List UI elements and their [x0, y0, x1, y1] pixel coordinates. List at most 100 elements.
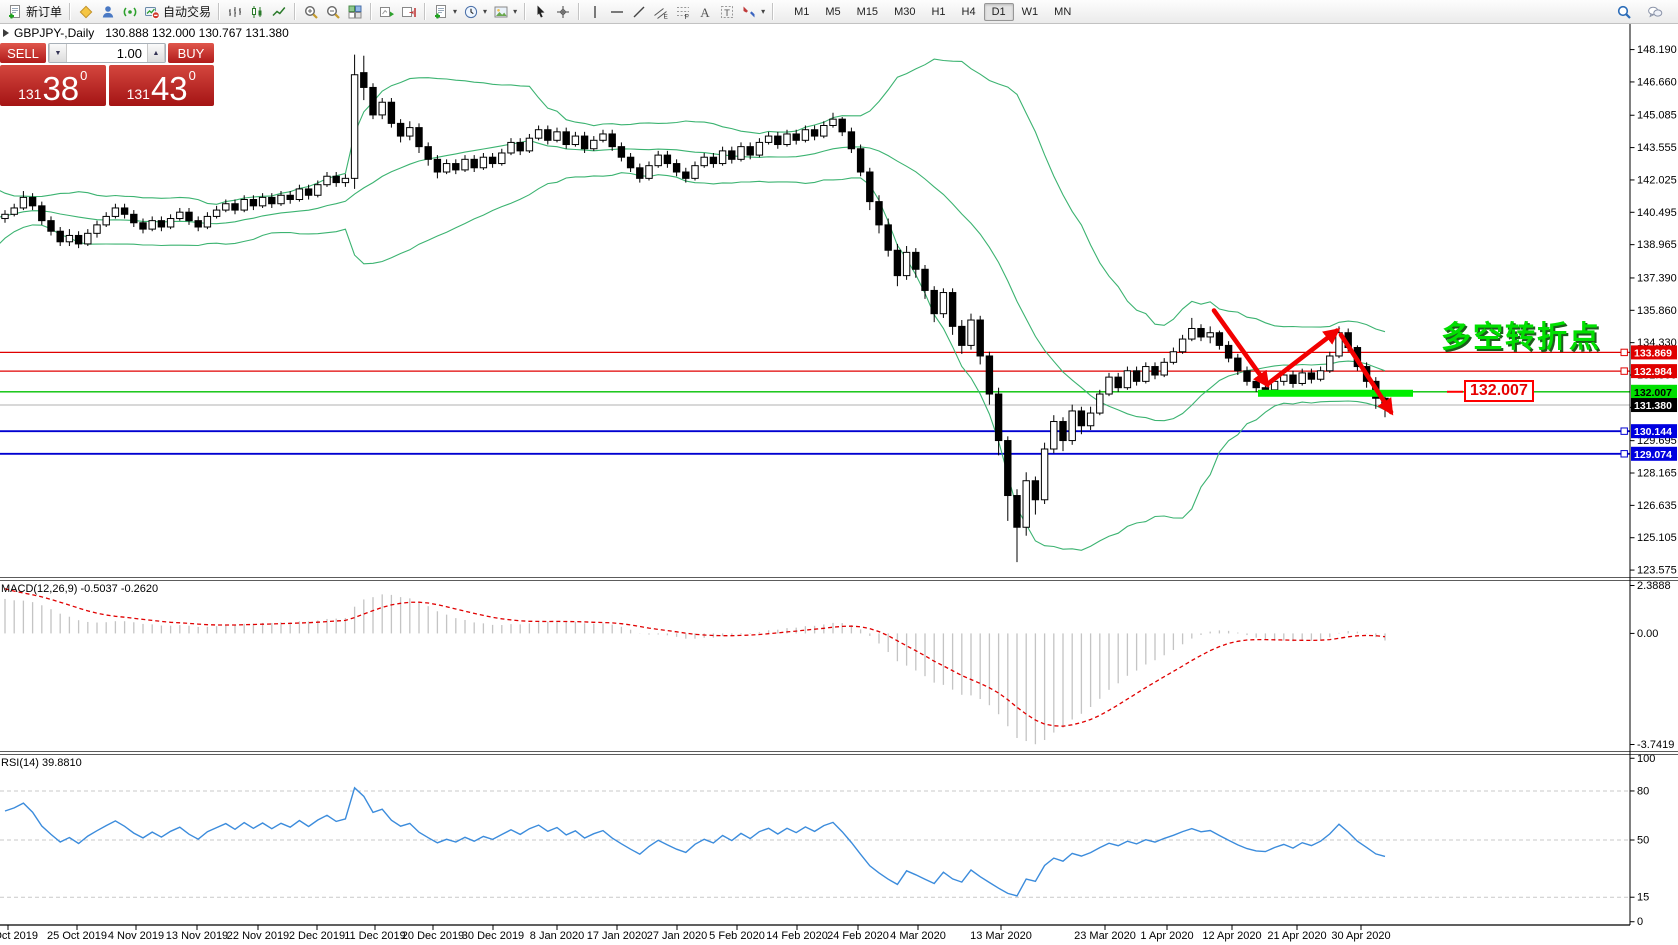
vline-button[interactable] — [584, 3, 606, 21]
candles — [1, 54, 1389, 563]
macd-label: MACD(12,26,9) -0.5037 -0.2620 — [1, 583, 158, 595]
svg-text:140.495: 140.495 — [1637, 207, 1677, 219]
chevron-down-icon: ▾ — [483, 6, 488, 16]
chart-symbol: GBPJPY-,Daily — [14, 26, 95, 40]
timeframe-h4[interactable]: H4 — [961, 5, 976, 18]
turning-point-annotation[interactable]: 多空转折点 — [1441, 321, 1601, 354]
timeframe-d1[interactable]: D1 — [983, 2, 1014, 21]
chat-icon — [1647, 4, 1663, 20]
svg-text:126.635: 126.635 — [1637, 500, 1677, 512]
chart-ohlc-values: 130.888 132.000 130.767 131.380 — [105, 26, 289, 40]
toolbar-separator — [294, 3, 297, 20]
svg-text:15: 15 — [1637, 892, 1649, 904]
tile-windows-button[interactable] — [344, 3, 366, 21]
svg-text:30 Apr 2020: 30 Apr 2020 — [1331, 930, 1390, 942]
svg-text:129.074: 129.074 — [1634, 449, 1672, 461]
svg-text:2 Dec 2019: 2 Dec 2019 — [289, 930, 345, 942]
volume-up-button[interactable]: ▲ — [147, 44, 165, 62]
line-chart-button[interactable] — [268, 3, 290, 21]
svg-text:17 Jan 2020: 17 Jan 2020 — [587, 930, 648, 942]
shapes-button[interactable]: ▾ — [738, 3, 768, 21]
crosshair-button[interactable] — [552, 3, 574, 21]
profiles-button[interactable]: ▾ — [460, 3, 490, 21]
rsi-label: RSI(14) 39.8810 — [1, 757, 82, 769]
svg-text:14 Feb 2020: 14 Feb 2020 — [766, 930, 828, 942]
cursor-button[interactable] — [530, 3, 552, 21]
toolbar-separator — [69, 3, 72, 20]
timeframe-w1[interactable]: W1 — [1021, 5, 1039, 18]
signals-button[interactable] — [119, 3, 141, 21]
toolbar-separator — [424, 3, 427, 20]
channel-button[interactable]: E — [650, 3, 672, 21]
zoom-out-button[interactable] — [322, 3, 344, 21]
channel-icon: E — [653, 4, 669, 20]
auto-scroll-button[interactable] — [376, 3, 398, 21]
support-zone-bar[interactable] — [1258, 389, 1413, 397]
svg-text:4 Mar 2020: 4 Mar 2020 — [890, 930, 946, 942]
svg-text:22 Nov 2019: 22 Nov 2019 — [227, 930, 289, 942]
red-arrow[interactable] — [1264, 328, 1341, 387]
svg-text:27 Jan 2020: 27 Jan 2020 — [647, 930, 708, 942]
trendline-button[interactable] — [628, 3, 650, 21]
svg-text:135.860: 135.860 — [1637, 305, 1677, 317]
svg-text:T: T — [724, 7, 730, 18]
timeframe-m15[interactable]: M15 — [856, 5, 879, 18]
red-arrow[interactable] — [1338, 332, 1394, 416]
timeframe-mn[interactable]: MN — [1054, 5, 1072, 18]
metaeditor-button[interactable] — [75, 3, 97, 21]
sell-price-button[interactable]: 131 38 0 — [0, 65, 106, 106]
svg-text:30 Dec 2019: 30 Dec 2019 — [462, 930, 524, 942]
toolbar-buttons: 新订单 自动交易 ▾ ▾ ▾ E F A T ▾ — [4, 2, 778, 21]
line-chart-icon — [271, 4, 287, 20]
text-a-icon: A — [697, 4, 713, 20]
chart-shift-button[interactable] — [398, 3, 420, 21]
chat-button[interactable] — [1644, 3, 1666, 21]
community-button[interactable] — [97, 3, 119, 21]
line-handle[interactable] — [1620, 367, 1628, 375]
tiles-icon — [347, 4, 363, 20]
text-button[interactable]: A — [694, 3, 716, 21]
zoom-in-button[interactable] — [300, 3, 322, 21]
volume-down-button[interactable]: ▼ — [49, 44, 67, 62]
svg-text:145.085: 145.085 — [1637, 110, 1677, 122]
new-order-button[interactable]: 新订单 — [4, 2, 65, 21]
templates-button[interactable]: ▾ — [490, 3, 520, 21]
timeframe-m1[interactable]: M1 — [794, 5, 810, 18]
sell-button[interactable]: SELL — [0, 43, 46, 63]
candle-chart-button[interactable] — [246, 3, 268, 21]
new-chart-button[interactable]: ▾ — [430, 3, 460, 21]
chevron-down-icon: ▾ — [761, 6, 766, 16]
zoom-out-icon — [325, 4, 341, 20]
svg-text:146.660: 146.660 — [1637, 76, 1677, 88]
fibonacci-button[interactable]: F — [672, 3, 694, 21]
timeframe-h1[interactable]: H1 — [931, 5, 946, 18]
support-price-label[interactable]: 132.007 — [1464, 380, 1534, 402]
hline-button[interactable] — [606, 3, 628, 21]
line-handle[interactable] — [1620, 450, 1628, 458]
svg-text:80: 80 — [1637, 785, 1649, 797]
red-arrow[interactable] — [1211, 308, 1270, 388]
price-badge — [1631, 345, 1677, 360]
autotrading-button[interactable]: 自动交易 — [141, 2, 214, 21]
price-badge — [1631, 384, 1677, 399]
price-badge — [1631, 364, 1677, 379]
line-handle[interactable] — [1620, 427, 1628, 435]
volume-input[interactable] — [67, 44, 147, 62]
toolbar-separator — [772, 3, 775, 20]
toolbar-separator — [218, 3, 221, 20]
buy-price-button[interactable]: 131 43 0 — [108, 65, 214, 106]
search-button[interactable] — [1613, 3, 1635, 21]
svg-text:-3.7419: -3.7419 — [1637, 739, 1674, 751]
timeframe-m30[interactable]: M30 — [894, 5, 916, 18]
price-badge — [1631, 424, 1677, 439]
rsi-line — [4, 786, 1386, 897]
label-button[interactable]: T — [716, 3, 738, 21]
svg-text:131.380: 131.380 — [1634, 400, 1672, 412]
bar-chart-button[interactable] — [224, 3, 246, 21]
line-handle[interactable] — [1620, 348, 1628, 357]
trend-arrows[interactable] — [1211, 308, 1394, 416]
buy-button[interactable]: BUY — [168, 43, 214, 63]
timeframe-m5[interactable]: M5 — [825, 5, 841, 18]
